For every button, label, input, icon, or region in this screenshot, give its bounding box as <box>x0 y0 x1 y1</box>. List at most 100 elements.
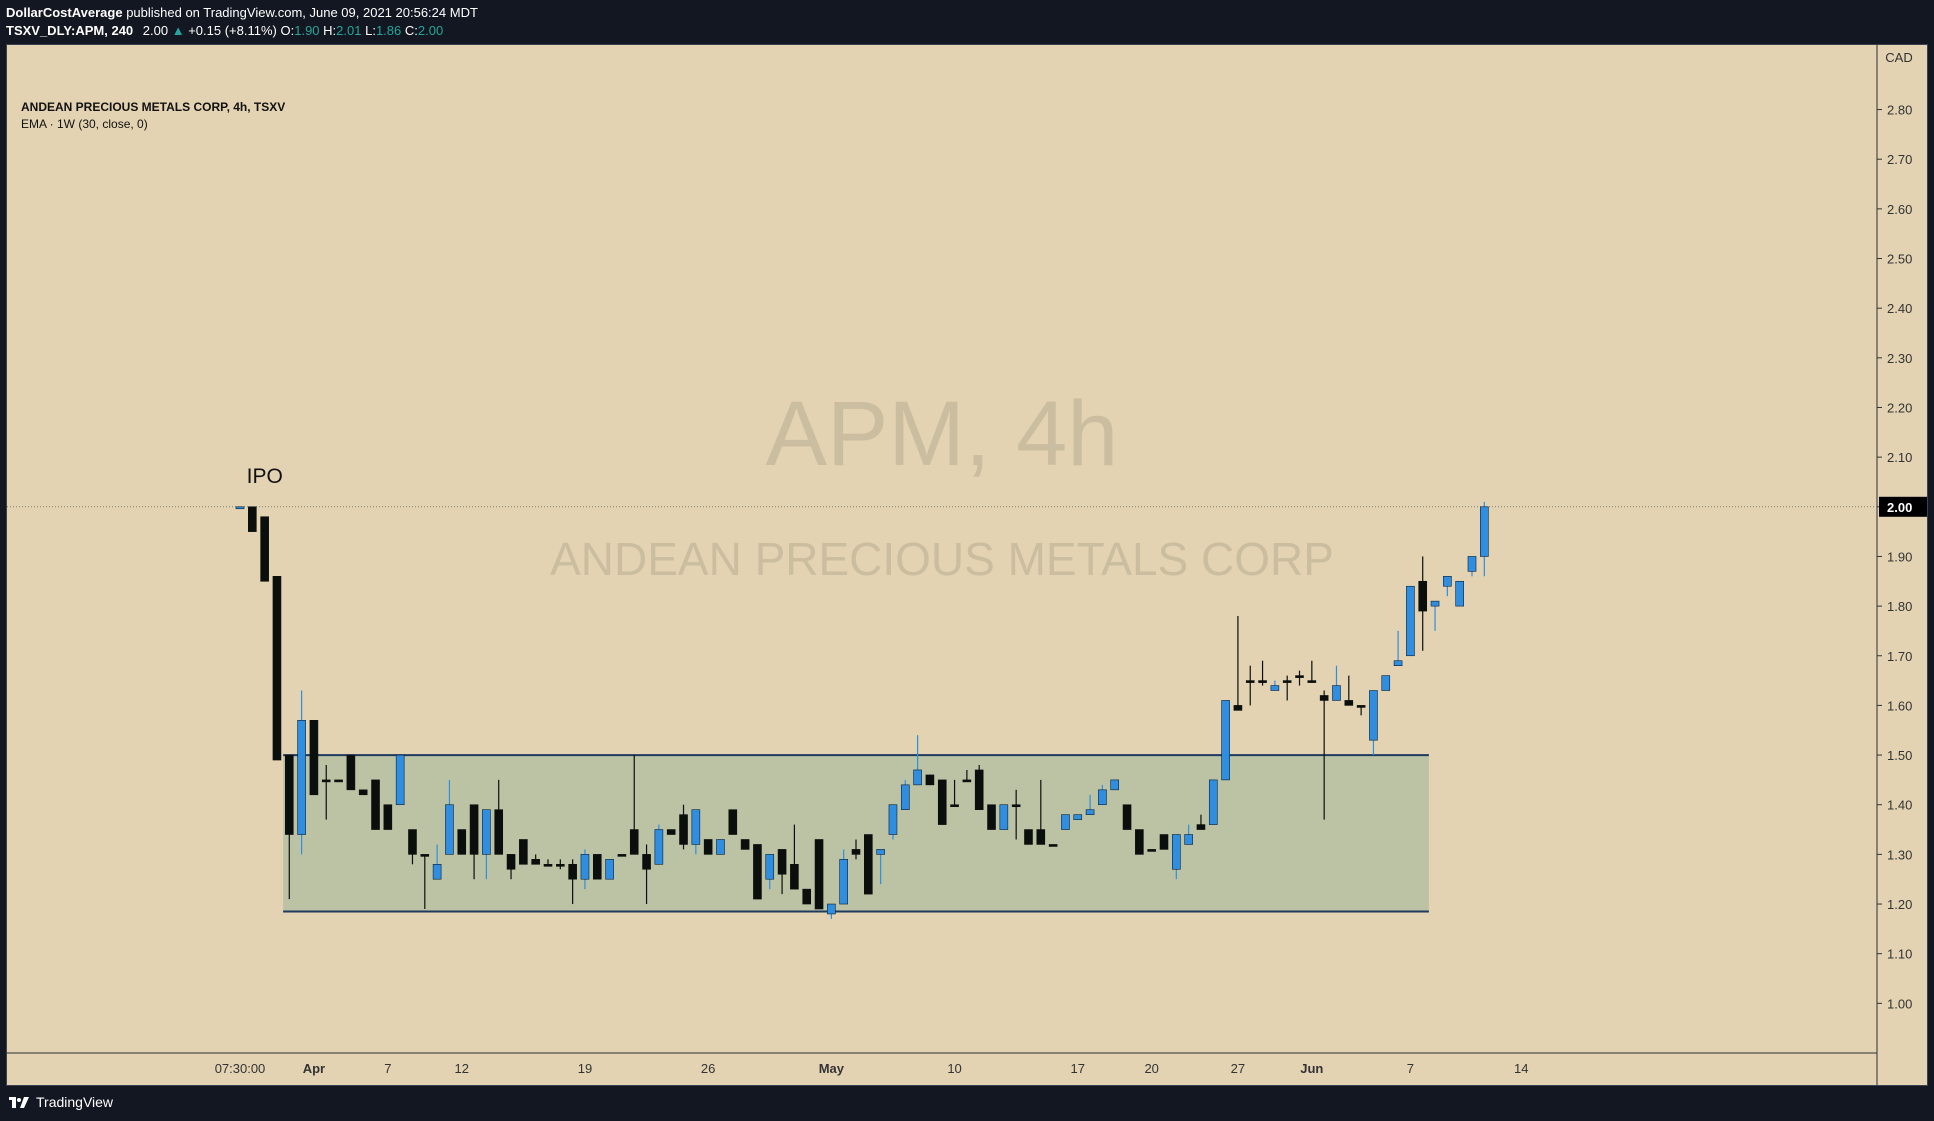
candle-body <box>765 854 775 880</box>
x-tick-label: Jun <box>1300 1061 1323 1076</box>
annotation-label[interactable]: IPO <box>247 465 283 488</box>
candle-body <box>580 854 590 880</box>
y-tick-label: 1.20 <box>1887 897 1912 912</box>
candle <box>371 779 380 830</box>
candle-body <box>876 849 885 855</box>
candle-body <box>1036 829 1046 845</box>
y-tick-label: 1.40 <box>1887 798 1912 813</box>
candle <box>1135 829 1144 855</box>
candle-body <box>445 804 454 855</box>
candle <box>728 809 738 835</box>
candle-body <box>260 516 269 582</box>
candle-body <box>1159 834 1169 850</box>
candle-body <box>1233 705 1243 711</box>
price-axis[interactable]: CAD 1.00 1.10 1.20 1.30 1.40 1.50 1.60 1.70 1.80 1… <box>1877 50 1927 1011</box>
candle-body <box>432 864 442 880</box>
candle-body <box>543 864 553 867</box>
candle <box>284 754 294 900</box>
candle-body <box>1381 675 1391 691</box>
price-change: +0.15 (+8.11%) <box>188 23 277 38</box>
y-tick-label: 1.10 <box>1887 947 1912 962</box>
candle-body <box>1184 834 1193 845</box>
candle-body <box>1147 849 1156 852</box>
candle <box>1344 675 1354 706</box>
candle <box>1036 779 1046 845</box>
candle <box>1307 660 1317 683</box>
candle-body <box>827 903 836 915</box>
candle-body <box>519 839 528 865</box>
candle <box>925 774 935 786</box>
candle <box>519 839 528 865</box>
legend-indicator[interactable]: EMA · 1W (30, close, 0) <box>21 117 148 131</box>
candle <box>691 809 701 855</box>
candle <box>297 690 306 855</box>
publish-line: DollarCostAverage published on TradingVi… <box>6 5 478 20</box>
candle <box>974 765 984 810</box>
candle <box>494 779 504 855</box>
candle <box>420 854 430 909</box>
chart-pane[interactable]: APM, 4h ANDEAN PRECIOUS METALS CORP IPO … <box>6 44 1928 1086</box>
candle-body <box>457 829 467 855</box>
candle <box>395 754 405 806</box>
candle <box>1245 665 1255 706</box>
y-tick-label: 1.70 <box>1887 649 1912 664</box>
candle <box>1406 585 1415 657</box>
change-arrow-icon: ▲ <box>171 23 185 38</box>
candle <box>814 839 824 910</box>
tradingview-brand[interactable]: TradingView <box>8 1094 113 1110</box>
candle-body <box>1061 814 1070 830</box>
y-tick-label: 2.50 <box>1887 252 1912 267</box>
candle <box>469 804 479 880</box>
candle <box>506 854 516 880</box>
y-tick-label: 1.50 <box>1887 748 1912 763</box>
y-tick-label: 1.80 <box>1887 599 1912 614</box>
candle-body <box>937 779 947 825</box>
candle-body <box>1048 844 1058 847</box>
candle <box>790 824 799 890</box>
candle-body <box>482 809 491 855</box>
candle-body <box>408 829 417 855</box>
close-label: C: <box>404 23 418 38</box>
candle <box>321 765 331 820</box>
candle <box>937 779 947 825</box>
candle-body <box>629 829 639 855</box>
candle <box>1073 814 1083 820</box>
x-tick-label: 17 <box>1071 1061 1085 1076</box>
candle-body <box>1110 779 1120 791</box>
candle-body <box>284 754 294 835</box>
candle-body <box>358 789 368 796</box>
candle-body <box>297 720 306 835</box>
candle-body <box>1369 690 1378 741</box>
close-value: 2.00 <box>417 23 444 38</box>
symbol-label: TSXV_DLY:APM, 240 <box>6 23 134 38</box>
candle-body <box>617 854 627 857</box>
candle <box>1430 600 1440 631</box>
last-price-badge <box>1879 496 1927 517</box>
last-price-badge-label: 2.00 <box>1887 500 1912 515</box>
range-box[interactable] <box>283 755 1429 912</box>
tradingview-brand-label: TradingView <box>36 1094 114 1110</box>
candle <box>1393 630 1403 666</box>
candle-body <box>728 809 738 835</box>
candle <box>1381 675 1391 691</box>
candle-body <box>974 769 984 810</box>
candle-body <box>1196 824 1206 830</box>
author-name[interactable]: DollarCostAverage <box>6 5 123 20</box>
x-tick-label: 19 <box>578 1061 592 1076</box>
watermark-subtitle: ANDEAN PRECIOUS METALS CORP <box>550 533 1334 585</box>
time-axis[interactable]: 07:30:00 Apr 7 12 19 26 May 10 17 20 27 Jun 7 14 <box>215 1061 1529 1076</box>
candlestick-chart[interactable]: APM, 4h ANDEAN PRECIOUS METALS CORP IPO … <box>7 45 1927 1085</box>
candle-body <box>1307 680 1317 683</box>
candle-body <box>679 814 688 845</box>
candle <box>864 834 873 895</box>
candle <box>654 824 664 865</box>
candle <box>1184 824 1193 845</box>
candle-body <box>1332 685 1341 701</box>
legend-title[interactable]: ANDEAN PRECIOUS METALS CORP, 4h, TSXV <box>21 100 286 114</box>
candle <box>1467 556 1477 577</box>
candle-body <box>1319 695 1329 701</box>
candle <box>1332 665 1341 701</box>
candle-body <box>753 844 762 900</box>
candle <box>802 888 812 905</box>
candle <box>334 779 343 783</box>
